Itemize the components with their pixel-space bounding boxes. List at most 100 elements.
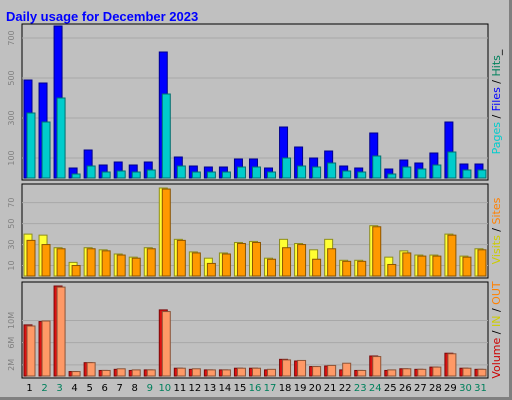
bar-middle-s1 — [282, 247, 292, 277]
day-label: 29 — [444, 383, 457, 394]
bar-middle-s1 — [86, 248, 96, 277]
day-label: 14 — [219, 383, 232, 394]
legend-entry: Sites — [490, 197, 503, 224]
legend-entry: / — [490, 305, 503, 316]
bar-bottom-s1 — [41, 320, 51, 377]
panel-bottom: 10M 6M 2M Volume / IN / OUT — [7, 281, 503, 379]
bar-middle-s1 — [372, 226, 382, 277]
bar-top-s1 — [26, 112, 36, 179]
day-label: 25 — [384, 383, 397, 394]
panel-border — [21, 183, 489, 279]
bar-top-s1 — [462, 169, 472, 179]
bar-top-s1 — [417, 168, 427, 179]
bar-top-s1 — [221, 171, 231, 179]
day-label: 13 — [204, 383, 217, 394]
legend-entry: / — [490, 224, 503, 235]
tick-label: 2M — [7, 359, 16, 371]
bar-top-s1 — [402, 166, 412, 179]
bar-middle-s1 — [267, 258, 277, 277]
bar-middle-s1 — [26, 239, 36, 277]
day-label: 6 — [101, 383, 107, 394]
bar-middle-s1 — [116, 254, 126, 277]
tick-label: 700 — [7, 30, 16, 45]
bar-top-s1 — [131, 171, 141, 179]
bar-top-s1 — [357, 171, 367, 179]
bar-bottom-s1 — [342, 362, 352, 377]
bar-top-s1 — [477, 169, 487, 179]
bar-bottom-s1 — [131, 369, 141, 377]
bar-top-s1 — [146, 169, 156, 179]
bar-top-s1 — [236, 166, 246, 179]
legend-top: Pages / Files / Hits_ — [490, 49, 503, 154]
legend-entry: / — [490, 111, 503, 122]
day-label: 27 — [414, 383, 427, 394]
tick-label: 100 — [7, 150, 16, 165]
bar-bottom-s1 — [357, 369, 367, 377]
bar-middle-s1 — [402, 252, 412, 277]
day-label: 23 — [354, 383, 367, 394]
panel-middle: 70 50 30 10 Visits / Sites — [7, 183, 503, 279]
legend-entry: _ — [490, 49, 503, 56]
bar-middle-s1 — [71, 265, 81, 277]
day-label: 17 — [264, 383, 277, 394]
day-label: 24 — [369, 383, 382, 394]
bar-top-s1 — [312, 166, 322, 179]
day-label: 30 — [459, 383, 472, 394]
legend-bottom: Volume / IN / OUT — [490, 281, 503, 379]
bar-top-s1 — [71, 173, 81, 179]
day-label: 4 — [71, 383, 77, 394]
legend-entry: Files — [490, 87, 503, 111]
bar-middle-s1 — [101, 250, 111, 277]
bar-middle-s1 — [206, 262, 216, 277]
bar-top-s1 — [267, 171, 277, 179]
bar-top-s1 — [342, 170, 352, 179]
bar-bottom-s1 — [101, 369, 111, 377]
bar-middle-s1 — [251, 241, 261, 277]
bar-middle-s1 — [432, 255, 442, 277]
bar-bottom-s1 — [236, 367, 246, 377]
day-label: 11 — [173, 383, 186, 394]
bar-top-s1 — [297, 165, 307, 179]
chart-title: Daily usage for December 2023 — [6, 9, 199, 24]
bar-top-s1 — [56, 97, 66, 179]
day-label: 20 — [309, 383, 322, 394]
bar-top-s1 — [372, 155, 382, 179]
tick-label: 10 — [7, 260, 16, 270]
legend-entry: Hits — [490, 55, 503, 77]
bar-bottom-s1 — [206, 369, 216, 377]
tick-label: 10M — [7, 312, 16, 329]
bar-bottom-s1 — [176, 367, 186, 377]
bar-middle-s1 — [146, 248, 156, 277]
day-label: 5 — [86, 383, 92, 394]
bar-bottom-s1 — [221, 369, 231, 377]
bar-middle-s1 — [131, 257, 141, 277]
bar-middle-s1 — [297, 244, 307, 277]
bar-middle-s1 — [236, 243, 246, 277]
day-label: 9 — [147, 383, 153, 394]
tick-label: 50 — [7, 219, 16, 229]
bar-bottom-s1 — [432, 366, 442, 377]
day-label: 28 — [429, 383, 442, 394]
bar-bottom-s1 — [417, 368, 427, 377]
day-label: 22 — [339, 383, 352, 394]
bar-middle-s1 — [41, 244, 51, 277]
bar-middle-s1 — [477, 249, 487, 277]
day-label: 12 — [189, 383, 202, 394]
bar-middle-s1 — [342, 260, 352, 277]
bar-bottom-s1 — [387, 369, 397, 377]
day-label: 7 — [117, 383, 123, 394]
bar-middle-s1 — [327, 248, 337, 277]
day-label: 21 — [324, 383, 337, 394]
bar-bottom-s1 — [191, 368, 201, 377]
legend-entry: IN — [490, 316, 503, 327]
legend-middle: Visits / Sites — [490, 197, 503, 264]
bar-top-s1 — [282, 157, 292, 179]
day-label: 31 — [474, 383, 487, 394]
bar-middle-s1 — [357, 260, 367, 277]
day-label: 10 — [158, 383, 171, 394]
bar-bottom-s1 — [447, 353, 457, 377]
bar-middle-s1 — [56, 248, 66, 277]
bar-top-s1 — [41, 121, 51, 179]
bar-bottom-s1 — [327, 364, 337, 377]
